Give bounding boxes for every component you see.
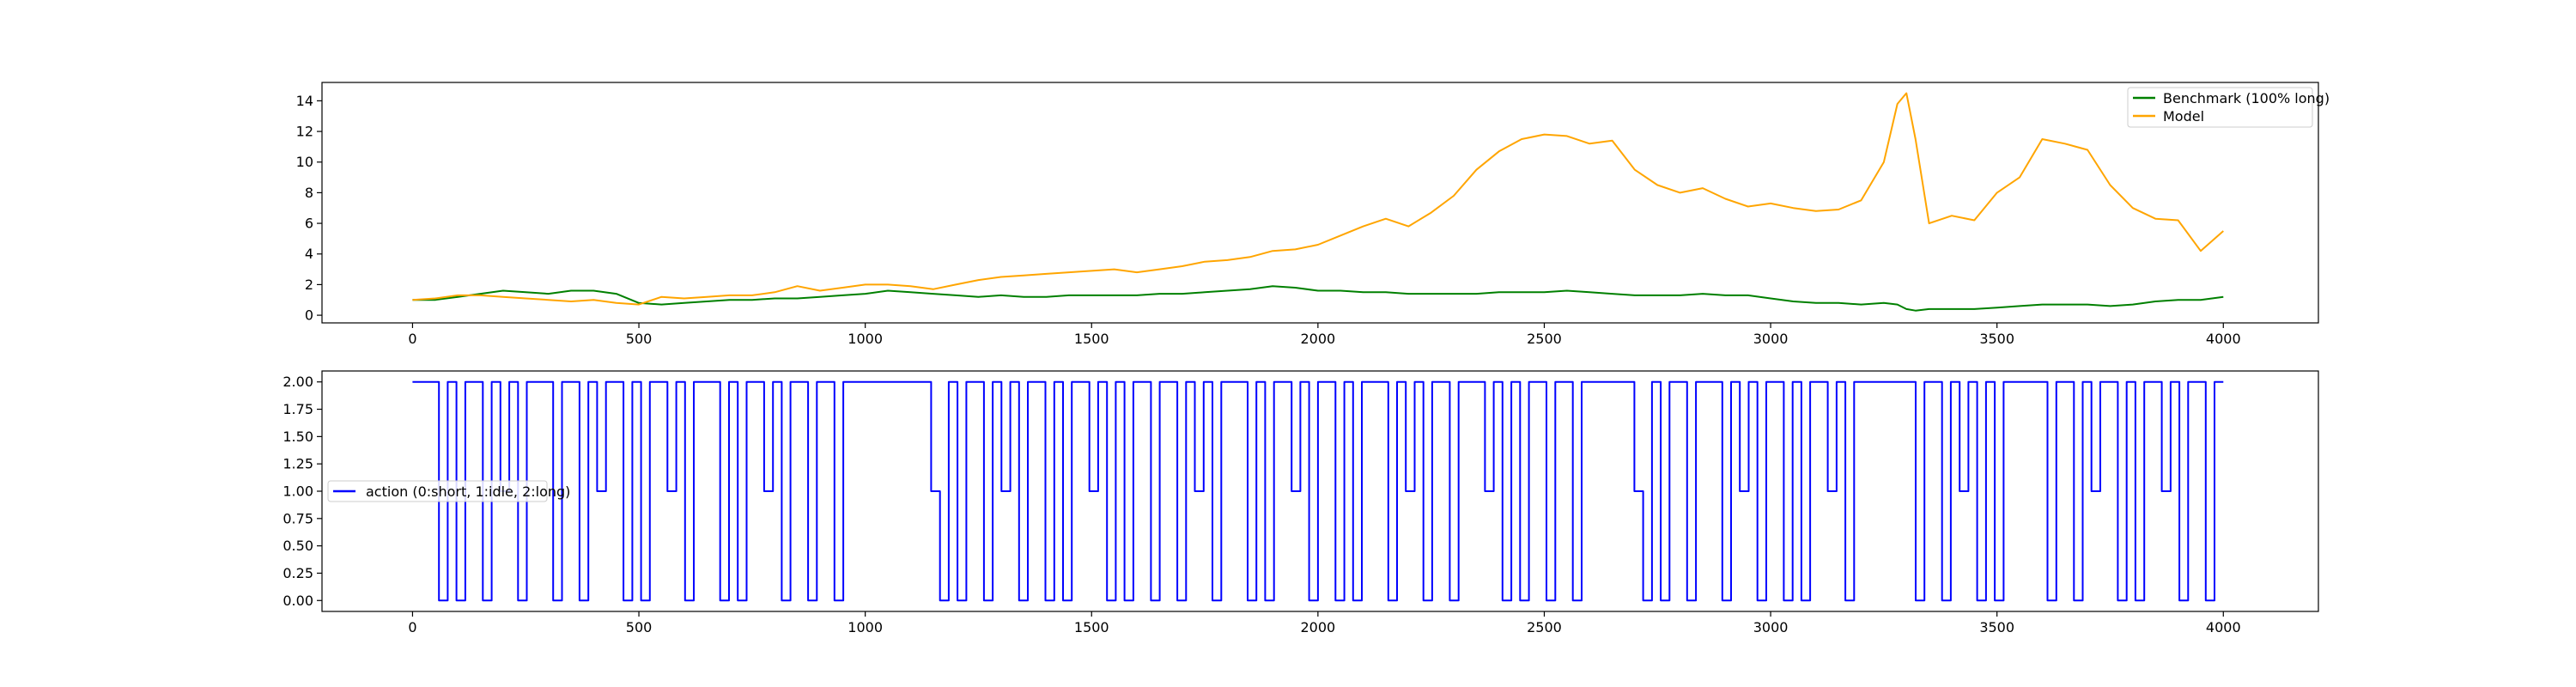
legend-label-model: Model	[2163, 108, 2204, 125]
bottom-y-tick-label: 1.25	[283, 456, 313, 472]
bottom-y-tick-label: 0.75	[283, 510, 313, 526]
legend-label-benchmark: Benchmark (100% long)	[2163, 90, 2330, 106]
bottom-x-tick-label: 2500	[1527, 619, 1562, 635]
bottom-legend-box	[327, 480, 548, 502]
top-series-line-1	[412, 92, 2224, 306]
bottom-x-tick-label: 2000	[1301, 619, 1336, 635]
top-x-tick-label: 1000	[848, 331, 883, 347]
top-x-tick-label: 4000	[2206, 331, 2241, 347]
bottom-legend: action (0:short, 1:idle, 2:long)	[327, 480, 570, 502]
bottom-y-tick-label: 0.25	[283, 565, 313, 581]
bottom-y-tick-label: 0.50	[283, 538, 313, 554]
bottom-x-tick-label: 0	[408, 619, 416, 635]
top-y-tick-label: 0	[305, 307, 313, 324]
top-y-ticks: 0 2 4 6 8 10 12 14	[296, 93, 322, 324]
top-x-tick-label: 1500	[1074, 331, 1109, 347]
bottom-x-tick-label: 4000	[2206, 619, 2241, 635]
bottom-y-tick-label: 0.00	[283, 593, 313, 609]
bottom-x-tick-label: 3500	[1979, 619, 2014, 635]
top-x-ticks: 0 500 1000 1500 2000 2500 3000 3500 4000	[408, 323, 2241, 347]
legend-label-action: action (0:short, 1:idle, 2:long)	[366, 483, 570, 500]
top-x-tick-label: 500	[626, 331, 653, 347]
top-legend: Benchmark (100% long) Model	[2127, 87, 2330, 128]
top-series-line-0	[412, 285, 2224, 312]
bottom-x-tick-label: 1000	[848, 619, 883, 635]
axes-top: 0 500 1000 1500 2000 2500 3000 3500 4000 0 2 4 6 8 10…	[296, 82, 2330, 347]
top-legend-box	[2127, 87, 2313, 128]
bottom-x-tick-label: 1500	[1074, 619, 1109, 635]
axes-bottom: 0 500 1000 1500 2000 2500 3000 3500 4000 0.00 0.2…	[283, 370, 2319, 635]
top-x-tick-label: 2500	[1527, 331, 1562, 347]
top-y-tick-label: 10	[296, 154, 313, 170]
bottom-x-ticks: 0 500 1000 1500 2000 2500 3000 3500 4000	[408, 611, 2241, 635]
bottom-plot-area	[412, 380, 2224, 602]
top-axes-frame	[321, 82, 2319, 324]
bottom-y-tick-label: 1.00	[283, 483, 313, 500]
top-y-tick-label: 2	[305, 277, 313, 293]
top-x-tick-label: 3000	[1753, 331, 1789, 347]
top-y-tick-label: 6	[305, 216, 313, 232]
bottom-y-ticks: 0.00 0.25 0.50 0.75 1.00 1.25 1.50 1.75 2.00	[283, 374, 322, 609]
top-x-tick-label: 0	[408, 331, 416, 347]
bottom-y-tick-label: 2.00	[283, 374, 313, 390]
bottom-series-line-0	[412, 380, 2224, 602]
bottom-x-tick-label: 3000	[1753, 619, 1789, 635]
top-y-tick-label: 4	[305, 246, 313, 262]
top-plot-area	[412, 92, 2224, 312]
bottom-y-tick-label: 1.50	[283, 429, 313, 445]
bottom-axes-frame	[321, 370, 2319, 612]
bottom-y-tick-label: 1.75	[283, 401, 313, 417]
bottom-x-tick-label: 500	[626, 619, 653, 635]
top-y-tick-label: 8	[305, 185, 313, 201]
top-x-tick-label: 2000	[1301, 331, 1336, 347]
top-y-tick-label: 14	[296, 93, 313, 109]
top-y-tick-label: 12	[296, 124, 313, 140]
top-x-tick-label: 3500	[1979, 331, 2014, 347]
